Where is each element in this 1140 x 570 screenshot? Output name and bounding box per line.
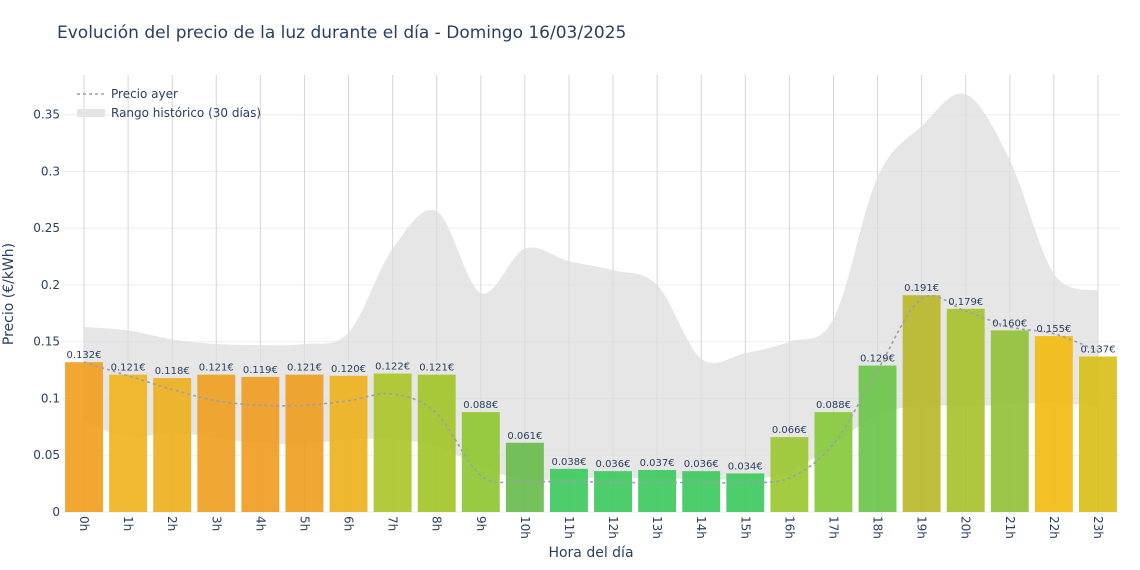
bar-4h	[241, 376, 280, 512]
x-tick-label: 10h	[518, 516, 532, 539]
x-tick-label: 1h	[121, 516, 135, 531]
x-tick-label: 22h	[1047, 516, 1061, 539]
bar-label-3h: 0.121€	[199, 363, 234, 374]
bar-12h	[594, 471, 632, 512]
bar-10h	[505, 442, 544, 512]
bar-label-7h: 0.122€	[375, 362, 410, 373]
x-tick-label: 14h	[694, 516, 708, 539]
x-tick-label: 6h	[342, 516, 356, 531]
bar-22h	[1034, 336, 1073, 512]
bar-label-9h: 0.088€	[463, 400, 498, 411]
historical-range-area	[84, 93, 1098, 481]
yesterday-price-line	[83, 294, 1099, 484]
bar-label-5h: 0.121€	[287, 363, 322, 374]
x-tick-label: 5h	[297, 516, 311, 531]
y-tick-label: 0.05	[33, 448, 60, 462]
historical-range-band	[84, 93, 1098, 481]
bar-label-1h: 0.121€	[111, 363, 146, 374]
bar-15h	[726, 473, 765, 512]
bar-label-6h: 0.120€	[331, 364, 366, 375]
y-tick-label: 0.35	[33, 108, 60, 122]
x-tick-label: 8h	[430, 516, 444, 531]
x-tick-label: 18h	[871, 516, 885, 539]
x-tick-label: 0h	[77, 516, 91, 531]
bar-label-4h: 0.119€	[243, 365, 278, 376]
x-tick-label: 9h	[474, 516, 488, 531]
y-tick-label: 0	[52, 505, 60, 519]
bar-21h	[990, 330, 1029, 512]
x-tick-label: 16h	[782, 516, 796, 539]
bar-23h	[1079, 356, 1117, 512]
bar-9h	[461, 412, 500, 512]
bar-2h	[153, 378, 192, 512]
x-tick-label: 19h	[915, 516, 929, 539]
x-axis-ticks: 0h 1h 2h 3h 4h 5h 6h 7h 8h 9h 10h 11h 12h 13h 14h 15h 16…	[77, 516, 1105, 539]
x-tick-label: 11h	[562, 516, 576, 539]
x-tick-label: 20h	[959, 516, 973, 539]
bar-3h	[197, 374, 236, 512]
bar-8h	[417, 374, 456, 512]
y-tick-label: 0.2	[41, 278, 60, 292]
bar-14h	[682, 471, 721, 512]
y-tick-label: 0.1	[41, 391, 60, 405]
x-tick-label: 13h	[650, 516, 664, 539]
bar-label-23h: 0.137€	[1080, 344, 1115, 355]
bar-label-16h: 0.066€	[772, 425, 807, 436]
bar-label-20h: 0.179€	[948, 297, 983, 308]
bar-label-10h: 0.061€	[507, 431, 542, 442]
x-tick-label: 7h	[386, 516, 400, 531]
y-tick-label: 0.3	[41, 164, 60, 178]
legend: Precio ayer Rango histórico (30 días)	[77, 87, 261, 120]
bar-16h	[770, 437, 809, 512]
bar-label-13h: 0.037€	[640, 458, 675, 469]
bar-5h	[285, 374, 324, 512]
bar-0h	[65, 362, 103, 512]
bar-label-17h: 0.088€	[816, 400, 851, 411]
x-tick-label: 17h	[826, 516, 840, 539]
bar-label-12h: 0.036€	[596, 459, 631, 470]
legend-swatch-range	[77, 109, 105, 117]
bar-18h	[858, 365, 897, 512]
legend-label-range: Rango histórico (30 días)	[111, 106, 261, 120]
x-tick-label: 21h	[1003, 516, 1017, 539]
bar-label-22h: 0.155€	[1036, 324, 1071, 335]
x-tick-label: 23h	[1091, 516, 1105, 539]
bar-label-21h: 0.160€	[992, 318, 1027, 329]
x-tick-label: 15h	[738, 516, 752, 539]
bar-label-14h: 0.036€	[684, 459, 719, 470]
chart-title: Evolución del precio de la luz durante e…	[57, 23, 626, 43]
bar-label-2h: 0.118€	[155, 366, 190, 377]
bar-7h	[373, 373, 412, 512]
yesterday-line	[83, 294, 1099, 484]
y-axis-ticks: 0 0.05 0.1 0.15 0.2 0.25 0.3 0.35	[33, 108, 60, 519]
bar-1h	[109, 374, 148, 512]
bar-13h	[638, 470, 677, 512]
bar-label-15h: 0.034€	[728, 461, 763, 472]
bars	[65, 295, 1117, 512]
x-tick-label: 12h	[606, 516, 620, 539]
x-tick-label: 2h	[165, 516, 179, 531]
bar-20h	[946, 308, 985, 512]
legend-label-yesterday: Precio ayer	[111, 87, 178, 101]
bar-label-0h: 0.132€	[67, 350, 102, 361]
bar-label-8h: 0.121€	[419, 363, 454, 374]
bar-17h	[814, 412, 853, 512]
bar-label-11h: 0.038€	[551, 457, 586, 468]
bar-6h	[329, 375, 368, 512]
x-tick-label: 4h	[253, 516, 267, 531]
bar-11h	[550, 468, 588, 512]
bar-label-19h: 0.191€	[904, 283, 939, 294]
y-axis-title: Precio (€/kWh)	[1, 243, 17, 345]
bar-19h	[902, 295, 941, 512]
bar-labels: 0.132€ 0.121€ 0.118€ 0.121€ 0.119€ 0.121€ 0.12…	[67, 283, 1116, 472]
bar-label-18h: 0.129€	[860, 354, 895, 365]
y-tick-label: 0.15	[33, 335, 60, 349]
x-axis-title: Hora del día	[548, 545, 633, 561]
x-tick-label: 3h	[209, 516, 223, 531]
y-tick-label: 0.25	[33, 221, 60, 235]
